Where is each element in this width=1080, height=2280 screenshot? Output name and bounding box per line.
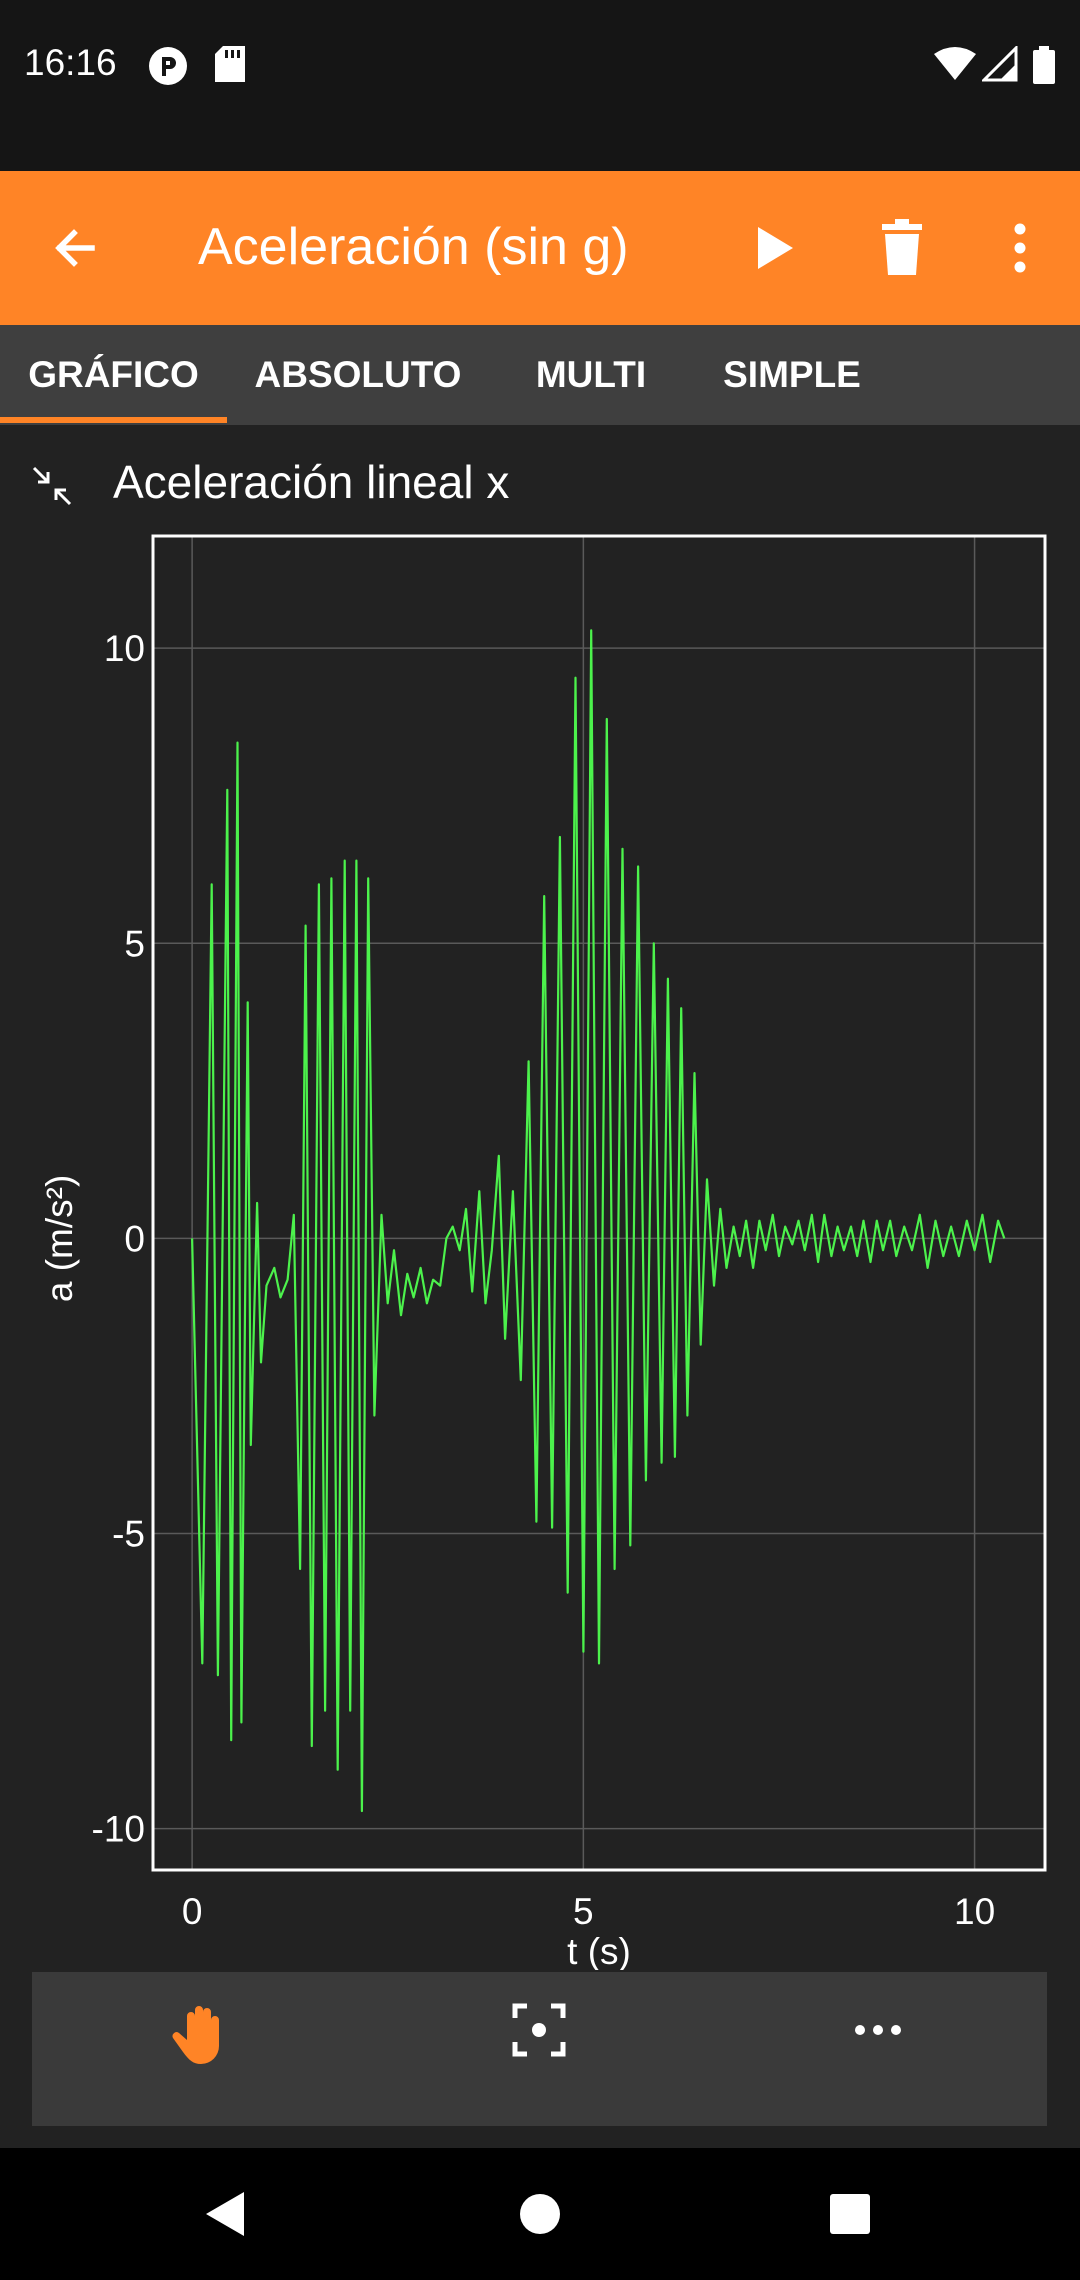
- y-tick-label: 5: [124, 923, 145, 964]
- y-tick-label: 0: [124, 1218, 145, 1259]
- x-tick-label: 5: [573, 1891, 594, 1932]
- x-tick-label: 10: [954, 1891, 995, 1932]
- more-tools-tool[interactable]: [708, 1972, 1047, 2126]
- back-arrow-icon[interactable]: [40, 213, 110, 283]
- y-tick-label: -10: [92, 1809, 145, 1850]
- y-axis-label: a (m/s²): [39, 1175, 80, 1302]
- graph-title: Aceleración lineal x: [113, 456, 510, 508]
- app-title: Aceleración (sin g): [198, 218, 629, 276]
- y-tick-label: -5: [112, 1514, 145, 1555]
- x-tick-label: 0: [182, 1891, 203, 1932]
- hand-icon: [172, 2006, 219, 2064]
- battery-icon: [1033, 46, 1055, 84]
- more-vert-icon[interactable]: [985, 213, 1055, 283]
- y-tick-label: 10: [104, 628, 145, 669]
- tab-grafico[interactable]: GRÁFICO: [28, 354, 199, 395]
- x-axis-label: t (s): [567, 1931, 631, 1970]
- wifi-icon: [934, 47, 976, 80]
- delete-icon[interactable]: [868, 213, 938, 283]
- tab-indicator: [0, 417, 227, 423]
- p-badge-icon: [149, 47, 187, 85]
- status-time: 16:16: [24, 42, 117, 83]
- tab-bar: GRÁFICO ABSOLUTO MULTI SIMPLE: [0, 325, 1080, 425]
- tab-absoluto[interactable]: ABSOLUTO: [254, 354, 462, 395]
- sd-card-icon: [215, 46, 245, 82]
- series-line: [191, 629, 1006, 1813]
- pan-zoom-tool[interactable]: [32, 1972, 370, 2126]
- nav-bar: [0, 2148, 1080, 2280]
- plot-frame: [151, 534, 1047, 1872]
- tool-bar: [32, 1972, 1047, 2126]
- line-chart[interactable]: 0 5 10 10 5 0 -5 -10 t (s) a (m/s²): [0, 520, 1080, 1970]
- tab-multi[interactable]: MULTI: [535, 354, 647, 395]
- nav-recents-icon[interactable]: [822, 2186, 878, 2242]
- collapse-icon[interactable]: [28, 462, 76, 510]
- signal-icon: [982, 46, 1018, 82]
- status-bar: 16:16: [0, 0, 1080, 171]
- app-bar: Aceleración (sin g): [0, 171, 1080, 325]
- nav-back-icon[interactable]: [198, 2186, 254, 2242]
- nav-home-icon[interactable]: [512, 2186, 568, 2242]
- select-icon: [512, 2003, 566, 2057]
- more-horiz-icon: [854, 2025, 901, 2035]
- tab-simple[interactable]: SIMPLE: [723, 354, 861, 395]
- select-data-tool[interactable]: [370, 1972, 708, 2126]
- play-icon[interactable]: [744, 213, 814, 283]
